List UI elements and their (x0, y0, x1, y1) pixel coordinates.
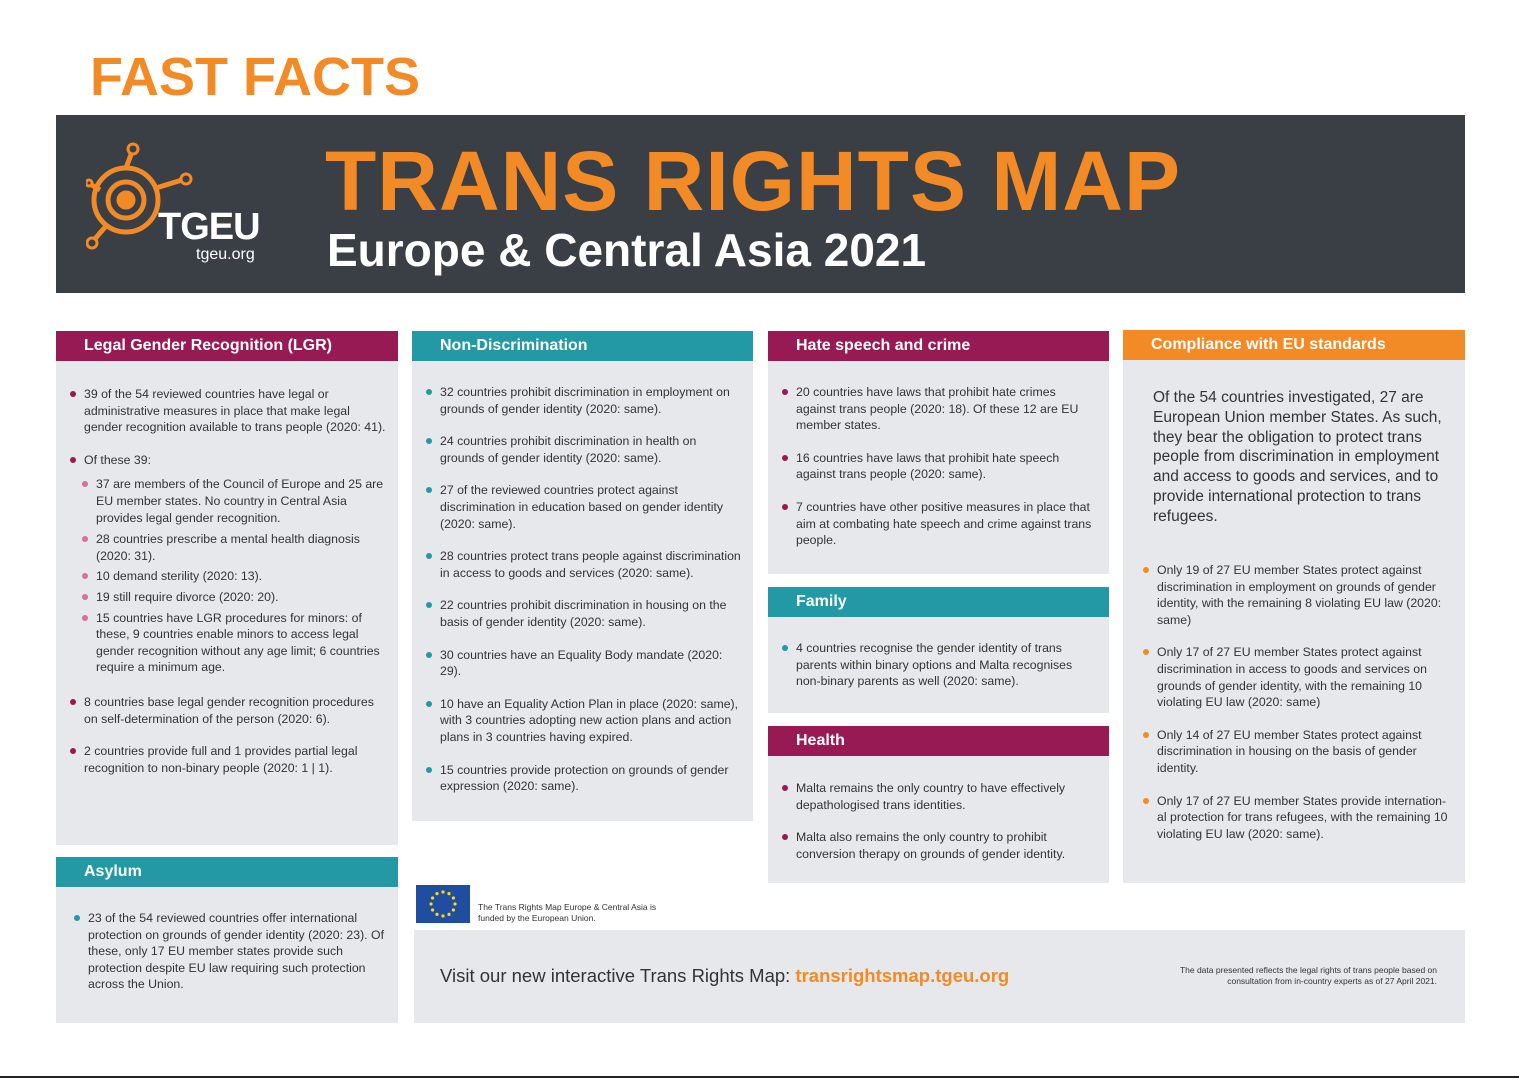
list-item: 39 of the 54 reviewed countries have leg… (70, 386, 386, 436)
list-item: Of these 39: (70, 452, 386, 469)
asylum-list: 23 of the 54 reviewed countries offer in… (74, 910, 386, 993)
eu-compliance-panel: Compliance with EU standards Of the 54 c… (1123, 330, 1465, 883)
list-item: Only 17 of 27 EU member States provide i… (1143, 793, 1453, 843)
visit-label: Visit our new interactive Trans Rights M… (440, 965, 796, 986)
nondiscrimination-list: 32 countries prohibit discrimination in … (426, 384, 741, 795)
list-item: Only 17 of 27 EU member States protect a… (1143, 644, 1453, 710)
list-item: 30 countries have an Equality Body manda… (426, 647, 741, 680)
fast-facts-heading: FAST FACTS (90, 47, 421, 107)
visit-text: Visit our new interactive Trans Rights M… (440, 965, 1009, 987)
hate-list: 20 countries have laws that prohibit hat… (782, 384, 1097, 549)
list-item: 15 countries have LGR procedures for min… (82, 610, 386, 676)
tgeu-logo[interactable]: TGEU tgeu.org (86, 140, 276, 275)
list-item: 8 countries base legal gender recognitio… (70, 694, 386, 727)
list-item: 20 countries have laws that prohibit hat… (782, 384, 1097, 434)
hate-panel: Hate speech and crime 20 countries have … (768, 331, 1109, 574)
eu-intro: Of the 54 countries investigated, 27 are… (1153, 389, 1442, 525)
list-item: 10 demand sterility (2020: 13). (82, 568, 386, 585)
list-item: 24 countries prohibit discrimination in … (426, 433, 741, 466)
eu-flag-icon (416, 885, 470, 923)
list-item: 4 countries recognise the gender identit… (782, 640, 1097, 690)
asylum-header: Asylum (56, 857, 398, 887)
list-item: 37 are members of the Council of Europe … (82, 476, 386, 526)
list-item: Malta remains the only country to have e… (782, 780, 1097, 813)
list-item: 32 countries prohibit discrimination in … (426, 384, 741, 417)
list-item: 10 have an Equality Action Plan in place… (426, 696, 741, 746)
list-item: 16 countries have laws that prohibit hat… (782, 450, 1097, 483)
lgr-header: Legal Gender Recognition (LGR) (56, 331, 398, 361)
map-link[interactable]: transrightsmap.tgeu.org (795, 965, 1010, 986)
nondiscrimination-header: Non-Discrimination (412, 331, 753, 361)
eu-compliance-header: Compliance with EU standards (1123, 330, 1465, 360)
lgr-list: 39 of the 54 reviewed countries have leg… (70, 386, 386, 776)
list-item: 23 of the 54 reviewed countries offer in… (74, 910, 386, 993)
health-panel: Health Malta remains the only country to… (768, 726, 1109, 883)
list-item: 22 countries prohibit discrimination in … (426, 597, 741, 630)
list-item: 28 countries prescribe a mental health d… (82, 531, 386, 564)
list-item: 7 countries have other positive measures… (782, 499, 1097, 549)
bottom-divider (0, 1076, 1519, 1078)
list-item: 15 countries provide protection on groun… (426, 762, 741, 795)
visit-box: Visit our new interactive Trans Rights M… (414, 930, 1465, 1023)
logo-url: tgeu.org (196, 246, 255, 263)
main-title: TRANS RIGHTS MAP (325, 134, 1181, 228)
list-item: 27 of the reviewed countries protect aga… (426, 482, 741, 532)
list-item: Only 19 of 27 EU member States protect a… (1143, 562, 1453, 628)
health-header: Health (768, 726, 1109, 756)
lgr-panel: Legal Gender Recognition (LGR) 39 of the… (56, 331, 398, 845)
list-item: 19 still require divorce (2020: 20). (82, 589, 386, 606)
family-header: Family (768, 587, 1109, 617)
asylum-panel: Asylum 23 of the 54 reviewed countries o… (56, 857, 398, 1023)
list-item: Malta also remains the only country to p… (782, 829, 1097, 862)
data-note: The data presented reflects the legal ri… (1179, 965, 1437, 986)
family-panel: Family 4 countries recognise the gender … (768, 587, 1109, 713)
list-item: Only 14 of 27 EU member States protect a… (1143, 727, 1453, 777)
title-banner (56, 115, 1465, 293)
health-list: Malta remains the only country to have e… (782, 780, 1097, 862)
hate-header: Hate speech and crime (768, 331, 1109, 361)
funding-note: The Trans Rights Map Europe & Central As… (478, 902, 657, 923)
family-list: 4 countries recognise the gender identit… (782, 640, 1097, 690)
list-item: 28 countries protect trans people agains… (426, 548, 741, 581)
sub-title: Europe & Central Asia 2021 (327, 224, 927, 276)
eu-list: Only 19 of 27 EU member States protect a… (1143, 562, 1453, 842)
nondiscrimination-panel: Non-Discrimination 32 countries prohibit… (412, 331, 753, 821)
logo-name: TGEU (158, 206, 261, 248)
tgeu-logo-icon (86, 142, 193, 250)
list-item: 2 countries provide full and 1 provides … (70, 743, 386, 776)
